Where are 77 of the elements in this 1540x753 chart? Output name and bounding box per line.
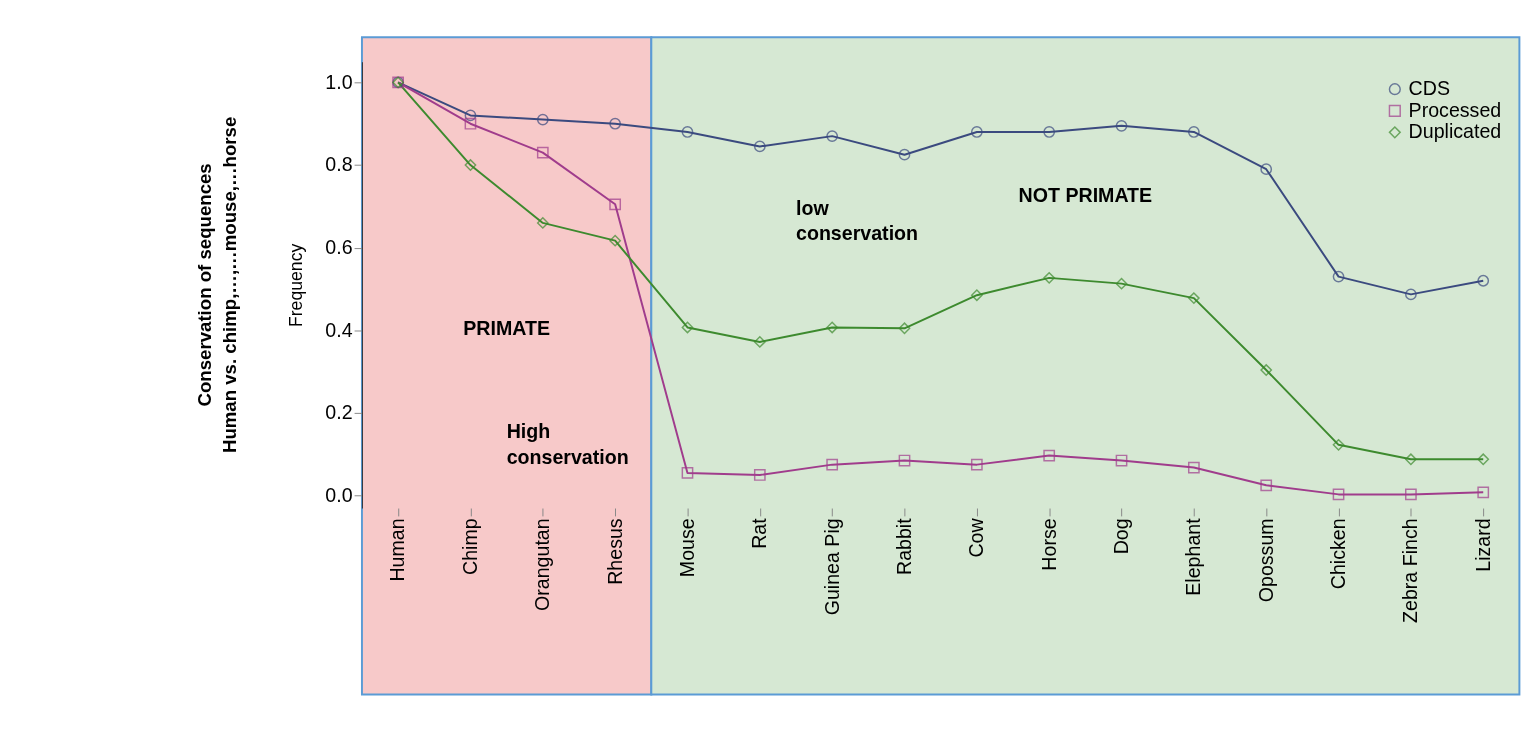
- x-tick-label: Guinea Pig: [820, 518, 843, 616]
- band-label: NOT PRIMATE: [1018, 183, 1153, 206]
- point: [1477, 274, 1490, 287]
- point: [1187, 292, 1200, 304]
- x-tick-label: Chicken: [1326, 518, 1349, 590]
- legend-label: CDS: [1408, 77, 1450, 100]
- x-tick-label: Rhesus: [603, 518, 626, 585]
- y-tick-label: 0.2: [325, 401, 353, 424]
- x-tick-label: Horse: [1037, 518, 1060, 571]
- x-tick-label: Orangutan: [531, 518, 554, 612]
- y-tick-label: 0.4: [325, 318, 353, 341]
- annotation: High conservation: [506, 420, 629, 468]
- point: [681, 126, 694, 138]
- point: [1332, 488, 1345, 501]
- point: [898, 148, 911, 161]
- point: [826, 458, 839, 471]
- point: [970, 458, 983, 471]
- point: [753, 469, 766, 481]
- point: [681, 467, 694, 479]
- point: [753, 140, 766, 153]
- point: [609, 234, 622, 247]
- x-tick-label: Lizard: [1471, 518, 1494, 572]
- y-tick-label: 0.0: [325, 484, 353, 507]
- point: [1115, 454, 1128, 467]
- point: [464, 117, 477, 130]
- point: [753, 336, 766, 348]
- point: [1405, 288, 1417, 301]
- x-tick-label: Human: [386, 518, 409, 582]
- point: [681, 321, 694, 334]
- point: [1115, 119, 1128, 132]
- x-tick-label: Opossum: [1254, 518, 1277, 603]
- point: [1187, 461, 1200, 474]
- point: [1477, 486, 1490, 499]
- legend-label: Duplicated: [1408, 120, 1502, 143]
- point: [464, 109, 477, 122]
- y-tick-label: 1.0: [325, 70, 353, 93]
- point: [536, 146, 549, 159]
- band-label: PRIMATE: [463, 317, 551, 340]
- point: [970, 289, 983, 302]
- x-tick-label: Cow: [965, 517, 988, 558]
- point: [1260, 479, 1273, 492]
- point: [826, 321, 839, 334]
- point: [464, 159, 477, 171]
- text: Human vs. chimp,…,…mouse,…horse: [219, 116, 241, 454]
- point: [898, 454, 911, 467]
- point: [826, 130, 839, 142]
- point: [1043, 126, 1056, 138]
- x-tick-label: Elephant: [1182, 517, 1205, 596]
- point: [1260, 364, 1273, 376]
- point: [898, 322, 911, 335]
- point: [1405, 488, 1417, 501]
- y-axis-title: Frequency: [285, 243, 306, 328]
- x-tick-label: Rat: [748, 517, 771, 549]
- annotation: low conservation: [795, 196, 919, 245]
- point: [1332, 438, 1345, 451]
- point: [1405, 453, 1417, 466]
- point: [1187, 126, 1200, 138]
- x-tick-label: Rabbit: [892, 517, 915, 576]
- point: [609, 198, 622, 211]
- y-tick-label: 0.8: [325, 153, 353, 176]
- point: [1260, 163, 1273, 176]
- x-tick-label: Dog: [1109, 518, 1132, 555]
- point: [1332, 270, 1345, 283]
- text: Conservation of sequences: [193, 163, 215, 407]
- x-tick-label: Chimp: [458, 518, 481, 576]
- x-tick-label: Zebra Finch: [1399, 518, 1422, 623]
- point: [1477, 453, 1490, 466]
- point: [536, 113, 549, 126]
- point: [1115, 277, 1128, 290]
- point: [536, 217, 549, 229]
- y-tick-label: 0.6: [325, 236, 353, 259]
- point: [1043, 449, 1056, 462]
- point: [1043, 271, 1056, 284]
- legend-label: Processed: [1408, 98, 1502, 121]
- point: [970, 126, 983, 138]
- point: [609, 117, 622, 130]
- x-tick-label: Mouse: [675, 518, 698, 578]
